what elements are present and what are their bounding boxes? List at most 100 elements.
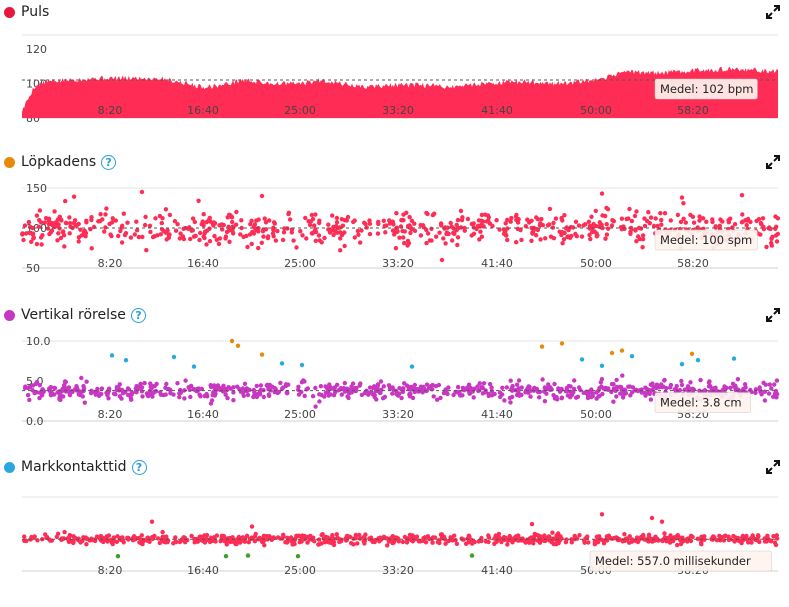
data-point bbox=[410, 539, 415, 544]
help-icon[interactable]: ? bbox=[131, 459, 147, 475]
data-point bbox=[468, 387, 473, 393]
data-point bbox=[410, 395, 416, 401]
data-point bbox=[740, 212, 745, 217]
data-point bbox=[257, 390, 262, 395]
data-point bbox=[196, 198, 201, 203]
data-point bbox=[568, 384, 573, 389]
data-point bbox=[675, 534, 681, 540]
data-point bbox=[460, 215, 465, 220]
data-point bbox=[207, 239, 213, 244]
data-point bbox=[160, 216, 165, 221]
help-icon[interactable]: ? bbox=[130, 307, 146, 323]
data-point bbox=[397, 235, 402, 240]
data-point bbox=[402, 240, 407, 246]
panel-header: Vertikal rörelse ? bbox=[4, 304, 146, 326]
data-point bbox=[231, 398, 236, 403]
data-point bbox=[358, 240, 363, 245]
data-point bbox=[313, 404, 318, 409]
x-tick-label: 8:20 bbox=[98, 408, 123, 421]
data-point bbox=[339, 217, 345, 222]
data-point bbox=[23, 231, 29, 236]
data-point bbox=[139, 385, 145, 390]
data-point bbox=[466, 382, 472, 387]
data-point bbox=[375, 231, 381, 236]
data-point bbox=[307, 222, 313, 228]
data-point bbox=[640, 237, 646, 242]
panel-mark: Markkontakttid ? 8:20 16:40 25:00 33:20 41:4… bbox=[0, 455, 789, 584]
data-point bbox=[333, 390, 338, 395]
data-point bbox=[394, 226, 399, 232]
data-point bbox=[111, 535, 117, 540]
data-point bbox=[261, 234, 266, 239]
data-point bbox=[648, 397, 654, 402]
data-point bbox=[472, 386, 477, 391]
help-icon[interactable]: ? bbox=[101, 154, 117, 170]
x-tick-label: 33:20 bbox=[382, 257, 414, 270]
data-point bbox=[253, 393, 259, 399]
data-point bbox=[445, 391, 450, 397]
data-point bbox=[390, 385, 395, 390]
data-point bbox=[659, 519, 665, 524]
average-label-box bbox=[589, 550, 772, 572]
expand-icon[interactable] bbox=[765, 307, 781, 323]
data-point bbox=[208, 383, 213, 388]
data-point bbox=[450, 238, 455, 243]
x-tick-label: 8:20 bbox=[98, 564, 123, 577]
data-point bbox=[425, 231, 431, 236]
data-point bbox=[313, 212, 318, 217]
average-label: Medel: 3.8 cm bbox=[660, 396, 742, 410]
expand-icon[interactable] bbox=[765, 4, 781, 20]
data-point bbox=[66, 385, 72, 390]
data-point bbox=[662, 211, 668, 216]
data-point bbox=[80, 394, 86, 399]
data-point bbox=[46, 216, 52, 221]
data-point bbox=[22, 534, 27, 539]
expand-icon[interactable] bbox=[765, 154, 781, 170]
data-point bbox=[21, 237, 26, 243]
data-point bbox=[619, 216, 625, 221]
data-point bbox=[45, 226, 51, 231]
data-point bbox=[501, 231, 507, 236]
data-point bbox=[251, 387, 257, 393]
data-point bbox=[168, 391, 173, 396]
data-point bbox=[601, 386, 606, 391]
data-point bbox=[125, 220, 130, 225]
data-point bbox=[400, 539, 406, 545]
data-point bbox=[642, 216, 647, 221]
data-point bbox=[769, 236, 774, 241]
data-point bbox=[63, 379, 68, 385]
data-point bbox=[265, 234, 271, 239]
data-point bbox=[362, 541, 367, 546]
data-point bbox=[224, 229, 230, 235]
vertical-motion-dot-icon bbox=[4, 309, 15, 321]
data-point bbox=[142, 222, 148, 228]
data-point bbox=[502, 398, 507, 403]
data-point bbox=[455, 384, 461, 390]
data-point bbox=[128, 235, 134, 240]
data-point bbox=[330, 213, 335, 218]
data-point bbox=[592, 229, 597, 234]
data-point bbox=[690, 214, 696, 219]
data-point bbox=[668, 218, 673, 223]
data-point bbox=[774, 239, 780, 244]
data-point bbox=[486, 391, 491, 397]
data-point bbox=[148, 229, 153, 235]
data-point bbox=[89, 246, 94, 251]
data-point bbox=[378, 379, 384, 384]
data-point bbox=[431, 394, 436, 399]
data-point bbox=[147, 223, 153, 228]
data-point bbox=[552, 381, 557, 387]
data-point bbox=[516, 386, 522, 391]
data-point bbox=[690, 534, 695, 540]
data-point bbox=[67, 215, 72, 220]
data-point-ground bbox=[409, 364, 415, 369]
data-point bbox=[386, 383, 392, 388]
data-point bbox=[30, 231, 36, 236]
data-point bbox=[317, 220, 322, 226]
data-point bbox=[273, 238, 279, 243]
data-point bbox=[252, 534, 258, 539]
y-tick-label: 150 bbox=[26, 182, 47, 195]
data-point bbox=[214, 237, 219, 242]
expand-icon[interactable] bbox=[765, 459, 781, 475]
x-tick-label: 25:00 bbox=[284, 104, 316, 117]
